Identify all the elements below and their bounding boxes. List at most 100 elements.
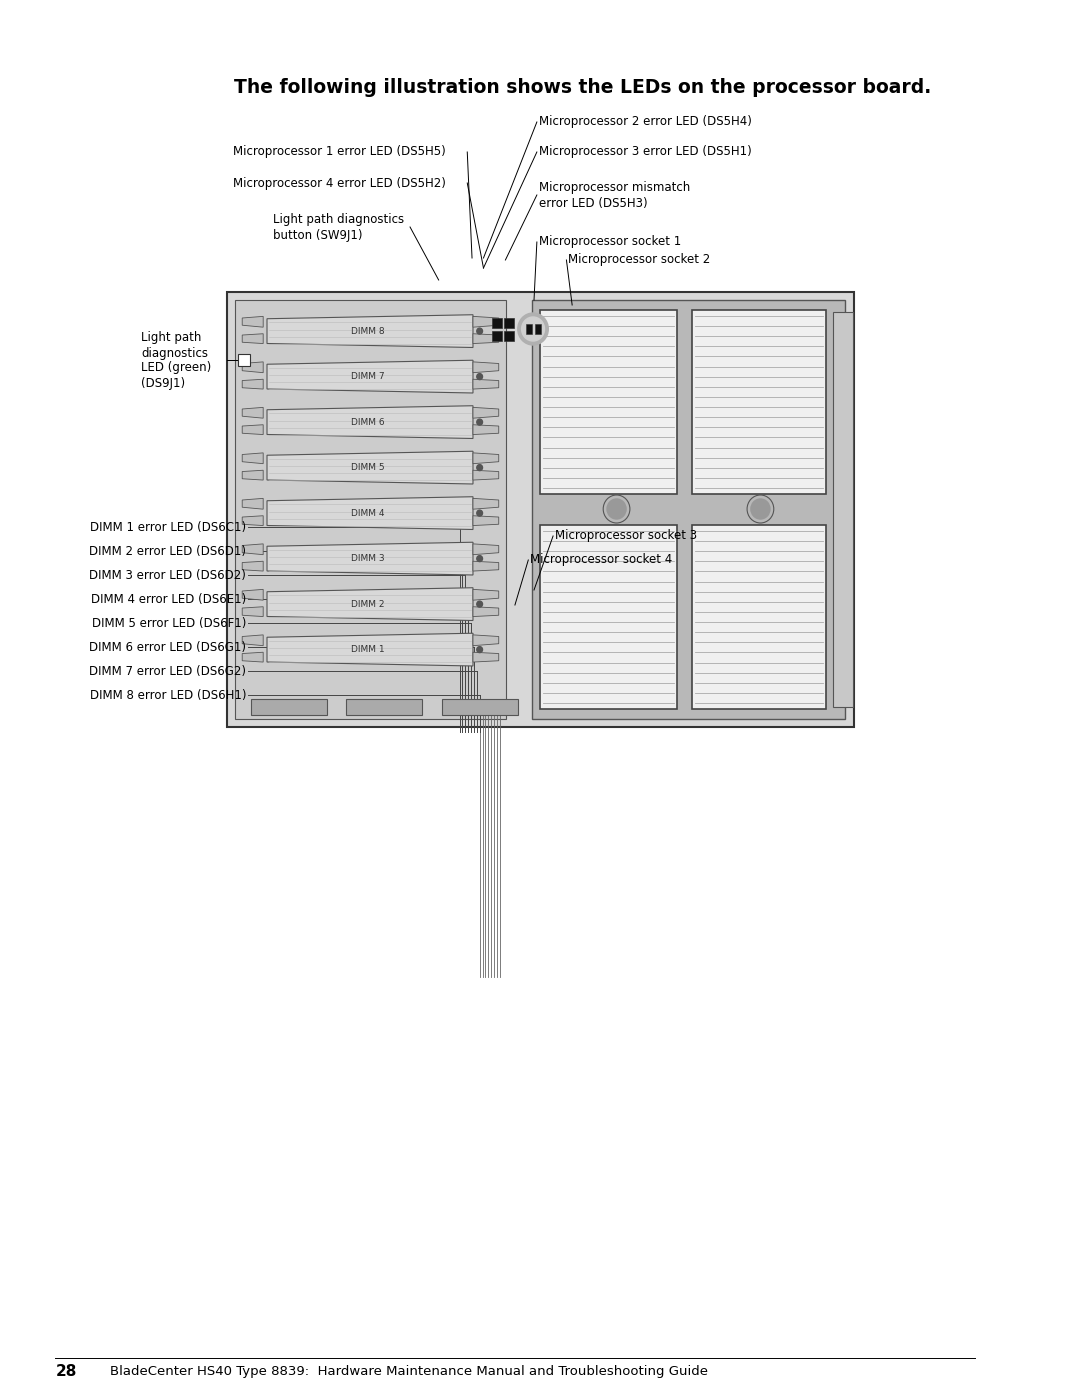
- Text: Microprocessor socket 1: Microprocessor socket 1: [539, 236, 681, 249]
- Text: DIMM 4 error LED (DS6E1): DIMM 4 error LED (DS6E1): [91, 592, 246, 605]
- Text: DIMM 7: DIMM 7: [351, 372, 384, 381]
- Polygon shape: [242, 652, 264, 662]
- Polygon shape: [242, 379, 264, 388]
- Bar: [526, 324, 532, 334]
- Polygon shape: [242, 499, 264, 509]
- Polygon shape: [473, 562, 499, 571]
- Polygon shape: [242, 471, 264, 481]
- Bar: [492, 331, 501, 341]
- Polygon shape: [242, 562, 264, 571]
- Polygon shape: [473, 334, 499, 344]
- Polygon shape: [242, 590, 264, 601]
- Polygon shape: [473, 362, 499, 373]
- Bar: [347, 698, 422, 715]
- Text: LED (green): LED (green): [141, 362, 212, 374]
- Text: DIMM 3: DIMM 3: [351, 555, 384, 563]
- Bar: [492, 319, 501, 328]
- Polygon shape: [242, 362, 264, 373]
- Text: DIMM 6 error LED (DS6G1): DIMM 6 error LED (DS6G1): [89, 640, 246, 654]
- Polygon shape: [242, 634, 264, 645]
- Circle shape: [476, 373, 483, 380]
- Text: Microprocessor 2 error LED (DS5H4): Microprocessor 2 error LED (DS5H4): [539, 116, 752, 129]
- Polygon shape: [242, 334, 264, 344]
- Polygon shape: [473, 316, 499, 327]
- Bar: [442, 698, 517, 715]
- Bar: [239, 353, 249, 366]
- Text: DIMM 1 error LED (DS6C1): DIMM 1 error LED (DS6C1): [90, 521, 246, 534]
- Polygon shape: [267, 497, 473, 529]
- Polygon shape: [473, 499, 499, 509]
- Bar: [692, 310, 826, 495]
- Text: Microprocessor mismatch: Microprocessor mismatch: [539, 182, 690, 194]
- Circle shape: [522, 317, 544, 341]
- Polygon shape: [473, 652, 499, 662]
- Bar: [251, 698, 327, 715]
- Text: DIMM 5: DIMM 5: [351, 464, 384, 472]
- Polygon shape: [473, 606, 499, 616]
- Bar: [504, 331, 514, 341]
- Circle shape: [476, 419, 483, 425]
- Text: Microprocessor socket 4: Microprocessor socket 4: [530, 553, 673, 567]
- Text: button (SW9J1): button (SW9J1): [273, 229, 362, 242]
- Polygon shape: [242, 543, 264, 555]
- Polygon shape: [473, 471, 499, 481]
- Circle shape: [751, 499, 770, 520]
- Text: The following illustration shows the LEDs on the processor board.: The following illustration shows the LED…: [233, 78, 931, 96]
- Text: Light path diagnostics: Light path diagnostics: [273, 214, 404, 226]
- Polygon shape: [242, 316, 264, 327]
- Circle shape: [476, 465, 483, 471]
- Text: BladeCenter HS40 Type 8839:  Hardware Maintenance Manual and Troubleshooting Gui: BladeCenter HS40 Type 8839: Hardware Mai…: [110, 1365, 707, 1379]
- Text: diagnostics: diagnostics: [141, 346, 208, 359]
- Text: 28: 28: [55, 1365, 77, 1379]
- Circle shape: [517, 313, 549, 345]
- Polygon shape: [473, 425, 499, 434]
- Polygon shape: [267, 405, 473, 439]
- Text: DIMM 5 error LED (DS6F1): DIMM 5 error LED (DS6F1): [92, 616, 246, 630]
- Circle shape: [607, 499, 626, 520]
- Text: DIMM 2: DIMM 2: [351, 599, 384, 609]
- Polygon shape: [242, 606, 264, 616]
- Text: Microprocessor 4 error LED (DS5H2): Microprocessor 4 error LED (DS5H2): [232, 176, 446, 190]
- Polygon shape: [242, 408, 264, 418]
- Text: DIMM 4: DIMM 4: [351, 509, 384, 518]
- Polygon shape: [267, 360, 473, 393]
- Polygon shape: [473, 515, 499, 525]
- Bar: [540, 525, 677, 710]
- Polygon shape: [267, 451, 473, 483]
- Polygon shape: [267, 314, 473, 348]
- Text: Light path: Light path: [141, 331, 202, 345]
- Polygon shape: [473, 634, 499, 645]
- Text: error LED (DS5H3): error LED (DS5H3): [539, 197, 647, 210]
- Bar: [692, 525, 826, 710]
- Polygon shape: [267, 633, 473, 666]
- Polygon shape: [267, 542, 473, 576]
- Polygon shape: [473, 408, 499, 418]
- Text: Microprocessor socket 2: Microprocessor socket 2: [568, 253, 711, 267]
- Text: DIMM 2 error LED (DS6D1): DIMM 2 error LED (DS6D1): [89, 545, 246, 557]
- Circle shape: [476, 601, 483, 608]
- Text: DIMM 7 error LED (DS6G2): DIMM 7 error LED (DS6G2): [89, 665, 246, 678]
- Text: DIMM 1: DIMM 1: [351, 645, 384, 654]
- Polygon shape: [242, 453, 264, 464]
- Polygon shape: [242, 425, 264, 434]
- Bar: [532, 300, 845, 719]
- Text: Microprocessor 1 error LED (DS5H5): Microprocessor 1 error LED (DS5H5): [232, 145, 445, 158]
- Polygon shape: [267, 588, 473, 620]
- Bar: [234, 300, 507, 719]
- Circle shape: [476, 510, 483, 515]
- Bar: [535, 324, 541, 334]
- Bar: [227, 292, 854, 726]
- Text: DIMM 8: DIMM 8: [351, 327, 384, 335]
- Text: DIMM 3 error LED (DS6D2): DIMM 3 error LED (DS6D2): [90, 569, 246, 581]
- Bar: [834, 312, 852, 707]
- Circle shape: [476, 328, 483, 334]
- Text: (DS9J1): (DS9J1): [141, 377, 186, 390]
- Polygon shape: [473, 590, 499, 601]
- Circle shape: [476, 556, 483, 562]
- Bar: [540, 310, 677, 495]
- Polygon shape: [473, 453, 499, 464]
- Circle shape: [476, 647, 483, 652]
- Polygon shape: [242, 515, 264, 525]
- Text: DIMM 8 error LED (DS6H1): DIMM 8 error LED (DS6H1): [90, 689, 246, 701]
- Text: Microprocessor 3 error LED (DS5H1): Microprocessor 3 error LED (DS5H1): [539, 145, 752, 158]
